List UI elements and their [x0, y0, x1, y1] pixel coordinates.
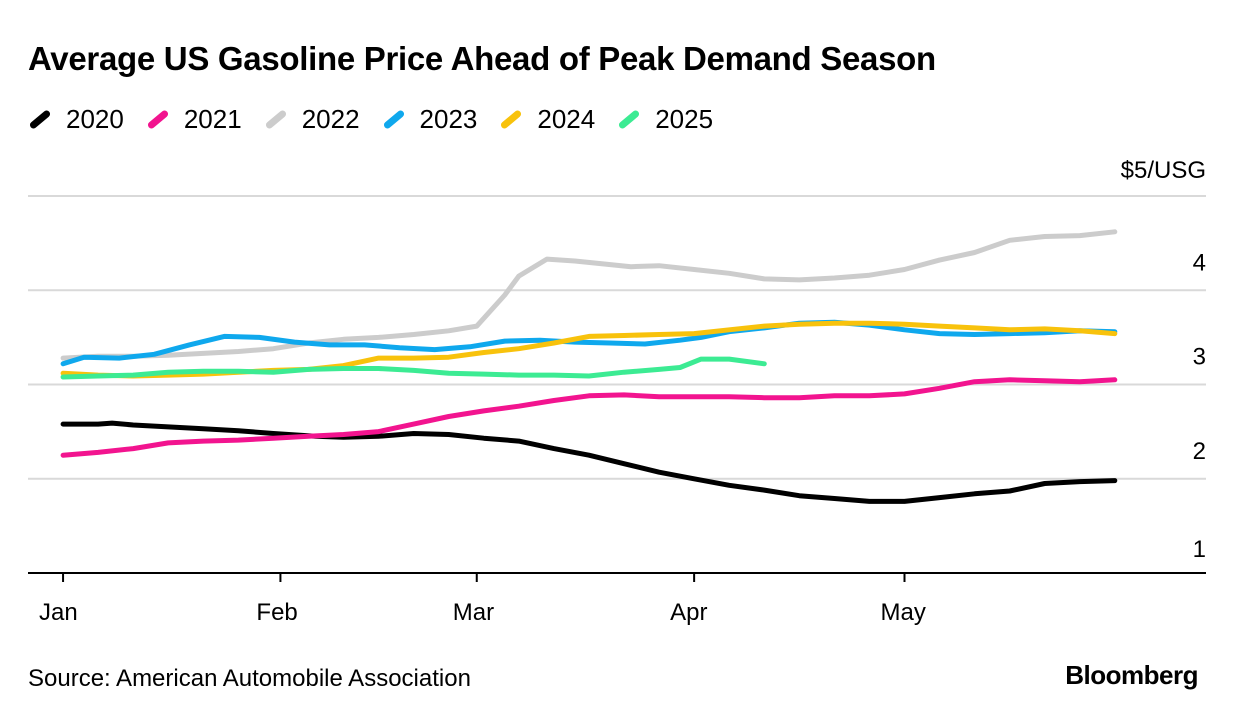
y-tick-label: 3 — [1193, 344, 1206, 371]
legend-label: 2023 — [419, 104, 478, 134]
y-tick-label: 1 — [1193, 536, 1206, 563]
legend-item-2021: 2021 — [146, 104, 242, 135]
legend-label: 2021 — [183, 104, 242, 134]
legend-item-2022: 2022 — [264, 104, 360, 135]
series-line-2024 — [60, 320, 1118, 379]
legend-item-2020: 2020 — [28, 104, 124, 135]
x-tick-label: Mar — [453, 599, 494, 626]
series-line-2022 — [60, 229, 1118, 361]
legend-label: 2022 — [301, 104, 360, 134]
series-line-2023 — [60, 319, 1118, 367]
x-tick-label: Feb — [256, 599, 297, 626]
x-tick-label: Apr — [670, 599, 707, 626]
y-tick-label: $5/USG — [1121, 157, 1206, 184]
source-note: Source: American Automobile Association — [28, 665, 471, 692]
legend-label: 2025 — [655, 104, 714, 134]
series-line-2025 — [60, 356, 767, 380]
x-tick-label: Jan — [39, 599, 78, 626]
legend-item-2023: 2023 — [382, 104, 478, 135]
legend-item-2025: 2025 — [617, 104, 713, 135]
y-tick-label: 4 — [1193, 249, 1206, 276]
bloomberg-logo: Bloomberg — [1065, 660, 1198, 690]
x-tick-label: May — [880, 599, 925, 626]
legend-label: 2020 — [66, 104, 124, 134]
legend-item-2024: 2024 — [499, 104, 595, 135]
series-line-2020 — [60, 420, 1118, 504]
series-line-2021 — [60, 377, 1118, 458]
chart-title: Average US Gasoline Price Ahead of Peak … — [28, 40, 936, 77]
legend-label: 2024 — [537, 104, 596, 134]
y-tick-label: 2 — [1193, 438, 1206, 465]
chart-legend: 2020 2021 2022 2023 2024 2025 — [28, 104, 735, 135]
